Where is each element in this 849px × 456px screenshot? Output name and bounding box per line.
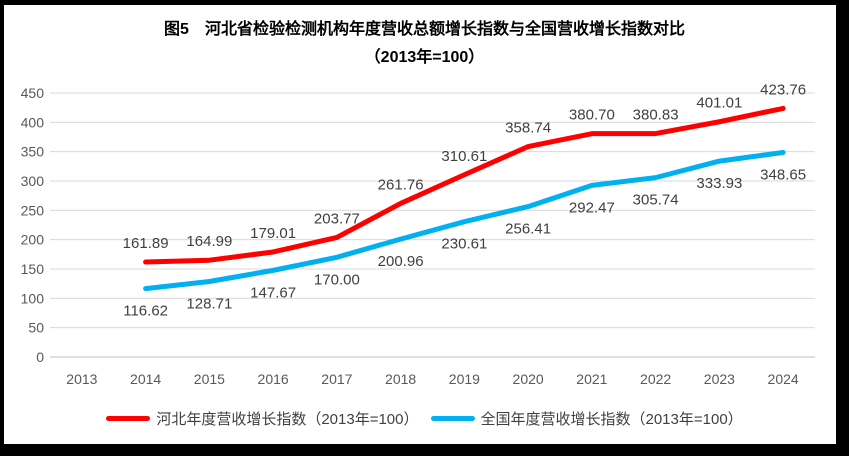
x-axis-label: 2019	[449, 371, 480, 387]
chart-title: 图5 河北省检验检测机构年度营收总额增长指数与全国营收增长指数对比	[164, 21, 685, 38]
hebei-series-line	[143, 105, 786, 265]
chart-subtitle: （2013年=100）	[364, 49, 485, 66]
national-series-line	[143, 149, 786, 292]
hebei-data-label: 179.01	[250, 225, 296, 242]
national-data-label: 230.61	[441, 236, 487, 253]
national-data-label: 170.00	[314, 271, 360, 288]
national-data-label: 305.74	[633, 192, 679, 209]
hebei-data-label: 401.01	[696, 95, 742, 112]
national-data-label: 116.62	[123, 303, 168, 320]
y-axis-label: 100	[21, 290, 45, 306]
national-data-label: 348.65	[760, 166, 806, 183]
y-axis-label: 300	[21, 173, 45, 189]
y-axis-label: 350	[21, 144, 45, 160]
y-axis-label: 50	[28, 320, 44, 336]
hebei-series-swatch	[106, 415, 151, 421]
x-axis-label: 2013	[66, 371, 97, 387]
y-axis-label: 250	[21, 202, 45, 218]
y-axis-label: 200	[21, 232, 45, 248]
hebei-data-label: 310.61	[441, 148, 487, 165]
hebei-data-label: 423.76	[760, 81, 806, 98]
title-block: 图5 河北省检验检测机构年度营收总额增长指数与全国营收增长指数对比 （2013年…	[0, 16, 849, 72]
y-axis-label: 150	[21, 261, 45, 277]
y-axis-label: 400	[21, 114, 45, 130]
national-data-label: 256.41	[505, 221, 551, 238]
legend-item-national: 全国年度营收增长指数（2013年=100）	[430, 408, 743, 429]
national-data-label: 200.96	[378, 253, 424, 270]
legend: 河北年度营收增长指数（2013年=100） 全国年度营收增长指数（2013年=1…	[0, 406, 849, 430]
y-axis-label: 0	[36, 349, 44, 365]
x-axis-label: 2016	[258, 371, 289, 387]
x-axis-label: 2024	[768, 371, 799, 387]
hebei-data-label: 161.89	[123, 235, 169, 252]
hebei-data-label: 380.70	[569, 107, 615, 124]
national-series-label: 全国年度营收增长指数（2013年=100）	[480, 410, 743, 428]
national-data-label: 128.71	[186, 295, 232, 312]
x-axis-label: 2020	[513, 371, 544, 387]
national-data-label: 292.47	[569, 199, 615, 216]
x-axis-label: 2022	[640, 371, 671, 387]
y-axis-label: 450	[21, 85, 45, 101]
x-axis-label: 2015	[194, 371, 225, 387]
national-series-swatch	[430, 415, 475, 421]
hebei-data-label: 261.76	[378, 176, 424, 193]
legend-item-hebei: 河北年度营收增长指数（2013年=100）	[106, 408, 419, 429]
national-data-label: 147.67	[250, 284, 296, 301]
hebei-series-label: 河北年度营收增长指数（2013年=100）	[156, 410, 419, 428]
x-axis-label: 2018	[385, 371, 416, 387]
hebei-data-label: 358.74	[505, 120, 551, 137]
x-axis-label: 2017	[321, 371, 352, 387]
hebei-data-label: 164.99	[186, 233, 232, 250]
chart-panel	[4, 5, 836, 444]
hebei-data-label: 380.83	[633, 107, 679, 124]
hebei-data-label: 203.77	[314, 210, 360, 227]
national-data-label: 333.93	[696, 175, 742, 192]
x-axis-label: 2023	[704, 371, 735, 387]
x-axis-label: 2021	[576, 371, 607, 387]
x-axis-label: 2014	[130, 371, 161, 387]
